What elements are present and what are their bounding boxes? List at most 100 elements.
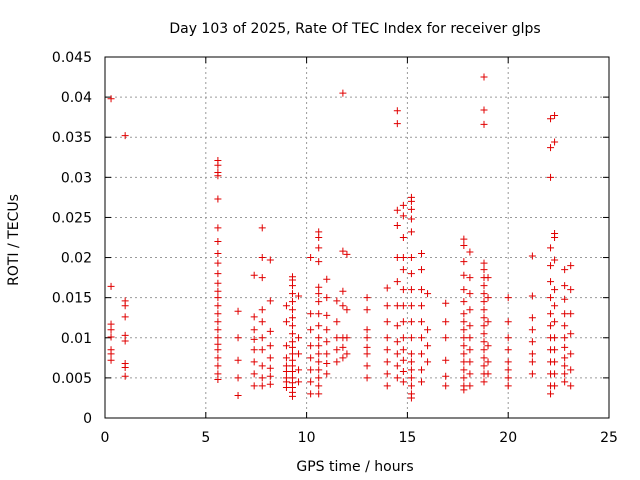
data-point xyxy=(393,206,401,214)
data-point xyxy=(214,375,222,383)
data-point xyxy=(407,228,415,236)
data-point xyxy=(363,350,371,358)
data-point xyxy=(424,342,432,350)
data-point xyxy=(323,338,331,346)
y-axis: 0 0.005 0.01 0.015 0.02 0.025 0.03 0.035 0.04 0.0… xyxy=(52,50,609,427)
data-point xyxy=(480,298,488,306)
data-point xyxy=(460,310,468,318)
x-tick-label: 5 xyxy=(201,430,210,446)
data-point xyxy=(418,302,426,310)
data-point xyxy=(214,362,222,370)
y-tick-label: 0.015 xyxy=(52,291,92,307)
data-point xyxy=(407,394,415,402)
y-tick-label: 0 xyxy=(83,411,92,427)
data-point xyxy=(315,366,323,374)
y-axis-label: ROTI / TECUs xyxy=(6,194,22,286)
data-point xyxy=(307,366,315,374)
data-point xyxy=(383,318,391,326)
data-point xyxy=(460,235,468,243)
data-point xyxy=(288,298,296,306)
data-point xyxy=(480,314,488,322)
data-point xyxy=(307,310,315,318)
data-point xyxy=(460,271,468,279)
data-point xyxy=(480,73,488,81)
data-point xyxy=(547,144,555,152)
data-point xyxy=(214,346,222,354)
data-point xyxy=(333,318,341,326)
data-point xyxy=(234,374,242,382)
data-point xyxy=(484,294,492,302)
data-point xyxy=(551,302,559,310)
data-point xyxy=(504,358,512,366)
data-point xyxy=(407,382,415,390)
data-point xyxy=(547,115,555,123)
data-points xyxy=(107,73,575,402)
data-point xyxy=(399,367,407,375)
y-tick-label: 0.02 xyxy=(61,251,92,267)
data-point xyxy=(363,374,371,382)
data-point xyxy=(561,362,569,370)
data-point xyxy=(407,350,415,358)
data-point xyxy=(393,302,401,310)
data-point xyxy=(333,297,341,305)
x-axis-label: GPS time / hours xyxy=(296,459,413,475)
data-point xyxy=(121,363,129,371)
data-point xyxy=(295,334,303,342)
data-point xyxy=(250,326,258,334)
data-point xyxy=(407,302,415,310)
data-point xyxy=(551,138,559,146)
data-point xyxy=(339,354,347,362)
data-point xyxy=(339,302,347,310)
data-point xyxy=(234,307,242,315)
data-point xyxy=(393,338,401,346)
data-point xyxy=(407,215,415,223)
data-point xyxy=(250,370,258,378)
data-point xyxy=(343,334,351,342)
data-point xyxy=(107,356,115,364)
data-point xyxy=(214,238,222,246)
data-point xyxy=(258,254,266,262)
data-point xyxy=(460,358,468,366)
data-point xyxy=(407,270,415,278)
data-point xyxy=(442,372,450,380)
data-point xyxy=(418,350,426,358)
data-point xyxy=(480,362,488,370)
data-point xyxy=(107,95,115,103)
data-point xyxy=(528,338,536,346)
data-point xyxy=(460,326,468,334)
data-point xyxy=(480,338,488,346)
data-point xyxy=(363,343,371,351)
data-point xyxy=(315,382,323,390)
data-point xyxy=(107,282,115,290)
data-point xyxy=(393,120,401,128)
data-point xyxy=(484,370,492,378)
data-point xyxy=(393,362,401,370)
data-point xyxy=(460,386,468,394)
data-point xyxy=(288,343,296,351)
data-point xyxy=(480,266,488,274)
data-point xyxy=(282,302,290,310)
data-point xyxy=(323,311,331,319)
data-point xyxy=(399,201,407,209)
data-point xyxy=(561,343,569,351)
data-point xyxy=(561,310,569,318)
data-point xyxy=(315,298,323,306)
data-point xyxy=(551,370,559,378)
data-point xyxy=(288,322,296,330)
data-point xyxy=(399,302,407,310)
data-point xyxy=(418,378,426,386)
x-tick-label: 10 xyxy=(298,430,316,446)
data-point xyxy=(333,346,341,354)
data-point xyxy=(214,279,222,287)
data-point xyxy=(343,350,351,358)
data-point xyxy=(504,374,512,382)
data-point xyxy=(561,378,569,386)
data-point xyxy=(307,326,315,334)
data-point xyxy=(307,390,315,398)
data-point xyxy=(339,247,347,255)
data-point xyxy=(528,358,536,366)
data-point xyxy=(442,299,450,307)
data-point xyxy=(214,161,222,169)
data-point xyxy=(561,354,569,362)
